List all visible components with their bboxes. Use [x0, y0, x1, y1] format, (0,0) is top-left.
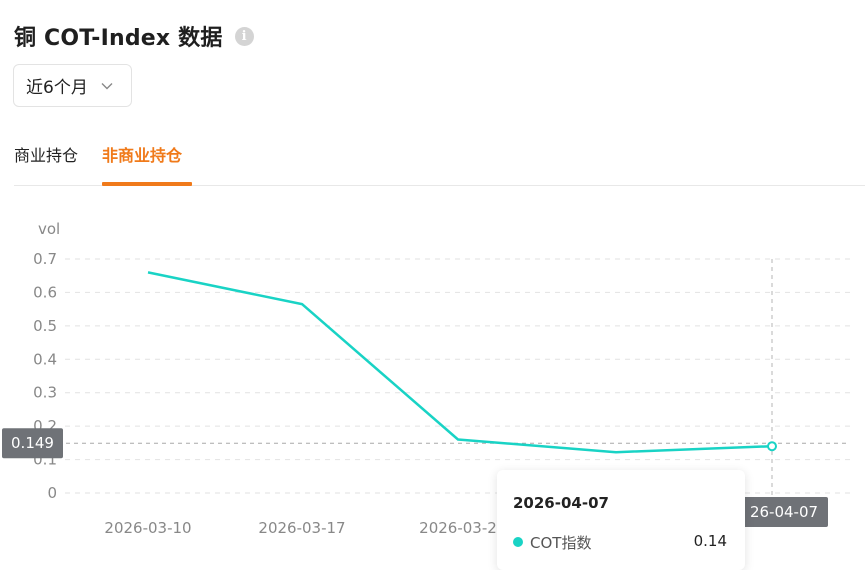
x-tick-label: 2026-03-2 — [419, 519, 497, 537]
y-tick-label: 0.5 — [33, 317, 57, 335]
y-tick-label: 0 — [47, 484, 57, 502]
page-title: 铜 COT-Index 数据 — [14, 26, 223, 51]
tab-non-commercial[interactable]: 非商业持仓 — [102, 146, 183, 165]
y-axis-label: vol — [38, 220, 60, 238]
y-tick-label: 0.6 — [33, 283, 57, 301]
tooltip-date: 2026-04-07 — [513, 494, 609, 512]
series-line — [147, 271, 773, 454]
info-icon[interactable]: i — [234, 26, 254, 46]
chevron-down-icon — [101, 82, 113, 89]
title-row: 铜 COT-Index 数据 i — [14, 20, 254, 52]
tooltip-series-name: COT指数 — [530, 534, 592, 552]
active-tab-indicator — [102, 182, 192, 186]
crosshair-y-label-bg — [2, 428, 63, 459]
crosshair-x-label: 26-04-07 — [750, 503, 818, 521]
y-tick-label: 0.7 — [33, 250, 57, 268]
crosshair-y-label: 0.149 — [11, 434, 54, 452]
tab-commercial[interactable]: 商业持仓 — [14, 146, 79, 165]
y-tick-label: 0.3 — [33, 384, 57, 402]
series-point-hovered — [767, 441, 777, 452]
tooltip-value: 0.14 — [693, 532, 727, 550]
time-range-value: 近6个月 — [26, 78, 88, 98]
crosshair-x-label-bg — [740, 497, 828, 527]
position-tabs: 商业持仓 非商业持仓 — [14, 130, 865, 186]
x-tick-label: 2026-03-10 — [104, 519, 191, 537]
time-range-select[interactable]: 近6个月 — [13, 64, 132, 107]
chart-tooltip: 2026-04-07 COT指数 0.14 — [497, 470, 745, 570]
y-tick-label: 0.4 — [33, 350, 57, 368]
tooltip-series-marker — [513, 537, 523, 547]
x-tick-label: 2026-03-17 — [258, 519, 345, 537]
